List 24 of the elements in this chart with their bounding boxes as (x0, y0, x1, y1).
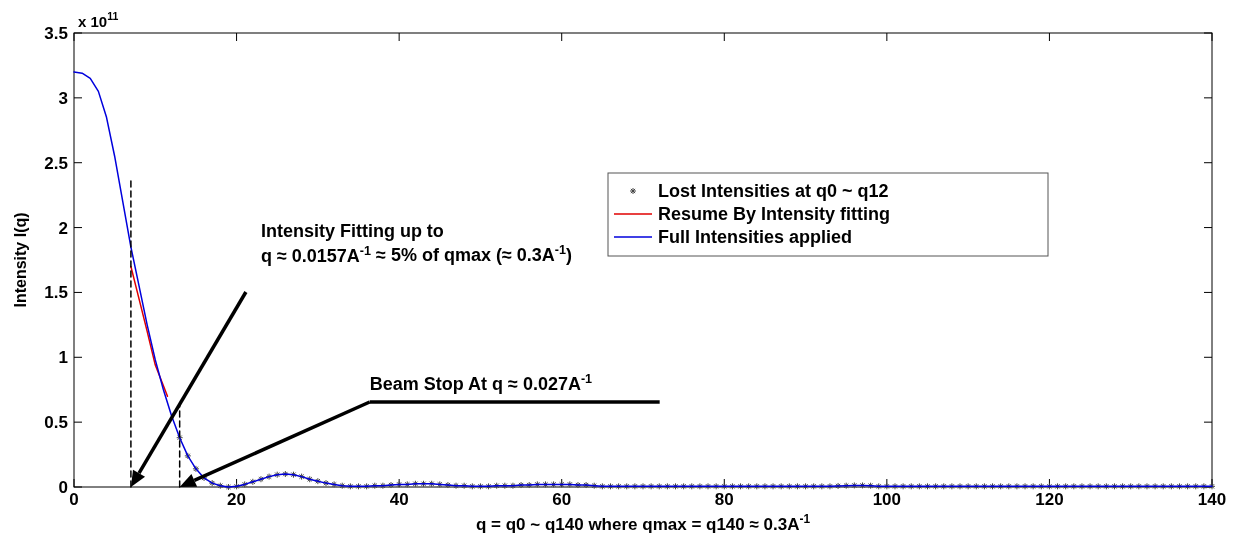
x-tick-label: 80 (714, 490, 734, 509)
x-tick-label: 40 (389, 490, 409, 509)
legend-label: Lost Intensities at q0 ~ q12 (658, 181, 889, 202)
annotation: Intensity Fitting up to q ≈ 0.0157A$^{-1}$ ≈ 5% of qmax (≈ 0.3A$^{-1}$) (260, 221, 573, 266)
y-axis-title: Intensity I(q) (12, 212, 29, 308)
legend-label: Full Intensities applied (658, 227, 853, 248)
x-tick-label: 120 (1035, 490, 1064, 509)
x-tick-label: 100 (872, 490, 902, 509)
line-series (73, 71, 1213, 488)
y-tick-label: 2 (58, 218, 68, 238)
x-tick-label: 140 (1197, 490, 1227, 509)
line-series (130, 265, 169, 397)
legend-label: Resume By Intensity fitting (658, 204, 891, 225)
y-tick-label: 3 (58, 88, 68, 108)
text: x 10$^{11}$ (78, 10, 119, 30)
y-tick-label: 0.5 (44, 413, 68, 433)
annotation: Beam Stop At q ≈ 0.027A$^{-1}$ (369, 372, 593, 394)
y-tick-label: 1 (58, 348, 68, 368)
y-tick-label: 3.5 (44, 23, 68, 43)
x-tick-label: 60 (552, 490, 572, 509)
x-axis-title: q = q0 ~ q140 where qmax = q140 ≈ 0.3A$^{-1}$ (475, 512, 811, 534)
y-tick-label: 2.5 (44, 153, 68, 173)
y-tick-label: 1.5 (44, 283, 68, 303)
x-tick-label: 20 (227, 490, 247, 509)
